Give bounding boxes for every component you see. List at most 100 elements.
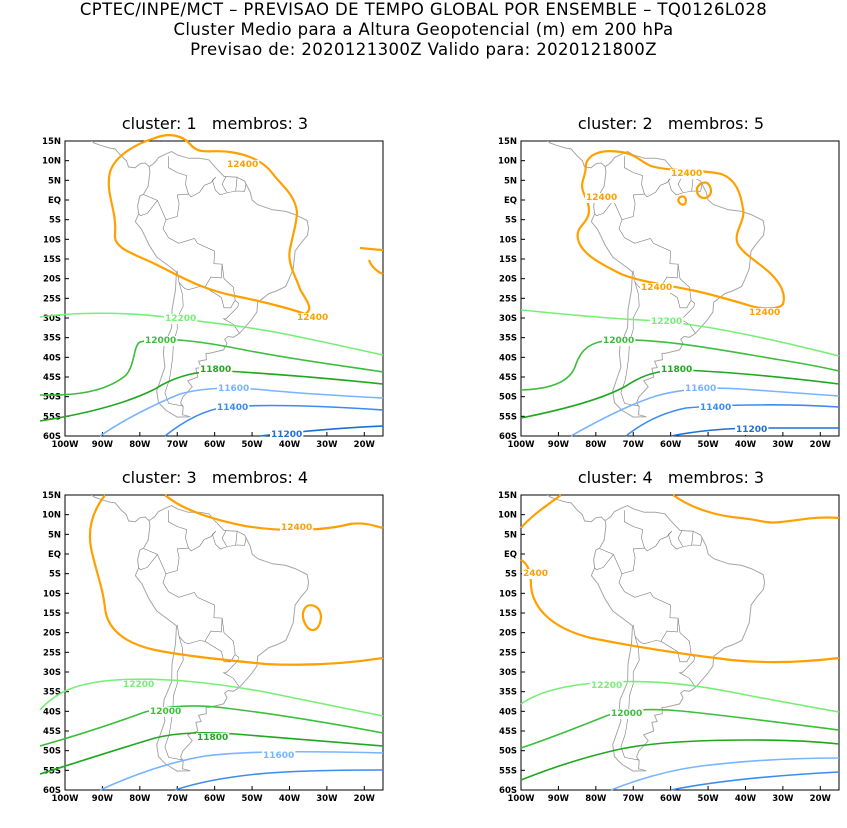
contour-label: 12200: [591, 681, 622, 691]
lat-tick-label: 10N: [42, 157, 61, 167]
country-border: [594, 200, 614, 217]
country-border: [668, 176, 703, 196]
lat-tick-label: 55S: [43, 766, 61, 776]
contour-11600: [610, 757, 840, 791]
lat-tick-label: 5N: [48, 176, 61, 186]
lon-tick-label: 40W: [735, 794, 757, 803]
country-border: [167, 156, 189, 195]
lon-tick-label: 90W: [548, 440, 570, 450]
lat-tick-label: 50S: [43, 393, 61, 403]
contour-12400: [520, 494, 562, 529]
coastline-central-america: [546, 141, 606, 169]
lat-tick-label: 5S: [505, 570, 517, 580]
contour-label: 12000: [611, 709, 642, 719]
lat-tick-label: 15S: [499, 609, 517, 619]
country-border: [212, 530, 247, 550]
country-border: [164, 636, 184, 761]
country-border: [164, 282, 184, 407]
country-border: [235, 531, 238, 546]
lat-tick-label: 5S: [49, 216, 61, 226]
lat-tick-label: 35S: [499, 688, 517, 698]
contour-label-bg: [602, 336, 636, 346]
panel-title: cluster: 2 membros: 5: [577, 114, 765, 133]
contour-label-bg: [522, 569, 550, 579]
contour-label: 12400: [749, 308, 780, 318]
contour-label-bg: [640, 283, 674, 293]
lat-tick-label: 40S: [499, 707, 517, 717]
lat-tick-label: 5S: [49, 570, 61, 580]
lat-tick-label: 15N: [42, 491, 61, 501]
contour-label-bg: [164, 314, 198, 324]
lat-tick-label: 45S: [499, 373, 517, 383]
contour-label: 11200: [271, 430, 302, 440]
contour-12000: [39, 705, 384, 747]
contour-label: 2400: [523, 569, 548, 579]
country-border: [668, 530, 703, 550]
contour-label: 12400: [281, 523, 312, 533]
map-cluster-3: 15N 10N 5N EQ 5S 10S 15S 20S 25S 30S 35S 40S 45S 50S 5…: [39, 491, 384, 803]
lat-tick-label: 50S: [43, 747, 61, 757]
map-panel-cluster-1: cluster: 1 membros: 3 15N 10N 5N EQ 5S 10S 15S…: [5, 114, 425, 474]
map-frame: [520, 494, 840, 791]
panel-title: cluster: 4 membros: 3: [577, 468, 765, 487]
lat-tick-label: 10N: [42, 511, 61, 521]
lat-tick-label: 35S: [43, 688, 61, 698]
contour-label: 12200: [165, 314, 196, 324]
lon-tick-label: 70W: [167, 440, 189, 450]
lat-tick-label: 5N: [48, 530, 61, 540]
lat-tick-label: EQ: [48, 550, 61, 560]
map-panel-cluster-4: cluster: 4 membros: 3 15N 10N 5N EQ 5S 10S 15S…: [461, 468, 847, 828]
country-border: [204, 287, 236, 309]
lon-tick-label: 40W: [279, 440, 301, 450]
lat-tick-label: 35S: [43, 334, 61, 344]
country-border: [623, 510, 645, 549]
contour-11800: [39, 370, 384, 422]
lon-tick-label: 90W: [92, 794, 114, 803]
contour-12400: [672, 494, 840, 524]
lon-tick-label: 30W: [772, 440, 794, 450]
lon-tick-label: 80W: [129, 794, 151, 803]
lat-tick-label: 20S: [43, 275, 61, 285]
lat-tick-label: 55S: [499, 412, 517, 422]
country-border: [660, 641, 692, 663]
contour-label-bg: [199, 365, 233, 375]
country-border: [221, 264, 240, 334]
contour-label-bg: [735, 425, 769, 435]
country-border: [677, 176, 683, 193]
map-panel-cluster-3: cluster: 3 membros: 4 15N 10N 5N EQ 5S 10S 15S…: [5, 468, 425, 828]
contour-11800: [520, 739, 840, 781]
contour-label-bg: [650, 317, 684, 327]
country-border: [599, 547, 623, 574]
coastline-south-america: [590, 151, 766, 418]
contour-label-bg: [196, 733, 230, 743]
contour-label-bg: [590, 681, 624, 691]
contour-11800: [39, 732, 384, 775]
contour-12200: [39, 312, 384, 356]
lat-tick-label: 40S: [43, 353, 61, 363]
country-border: [138, 200, 158, 217]
map-panel-cluster-2: cluster: 2 membros: 5 15N 10N 5N EQ 5S 10S 15S…: [461, 114, 847, 474]
lon-tick-label: 60W: [660, 794, 682, 803]
country-border: [691, 531, 694, 546]
country-border: [677, 618, 696, 688]
contour-label: 11400: [217, 403, 248, 413]
lon-tick-label: 100W: [51, 440, 79, 450]
lat-tick-label: 5S: [505, 216, 517, 226]
lat-tick-label: 25S: [43, 294, 61, 304]
lon-tick-label: 60W: [204, 794, 226, 803]
header-line-3: Previsao de: 2020121300Z Valido para: 20…: [190, 40, 657, 59]
contour-label: 12400: [641, 283, 672, 293]
contour-label-bg: [270, 430, 304, 440]
lat-tick-label: 30S: [43, 314, 61, 324]
country-border: [212, 176, 247, 196]
contour-label-bg: [660, 365, 694, 375]
lon-tick-label: 90W: [92, 440, 114, 450]
lat-tick-label: 15S: [43, 255, 61, 265]
lat-tick-label: 45S: [499, 727, 517, 737]
map-cluster-2: 15N 10N 5N EQ 5S 10S 15S 20S 25S 30S 35S 40S 45S 50S 5…: [498, 137, 840, 450]
coastline-south-america: [134, 505, 310, 772]
lat-tick-label: 60S: [499, 786, 517, 796]
contour-12200: [520, 680, 840, 713]
country-border: [618, 531, 679, 645]
contour-label: 12400: [227, 160, 258, 170]
